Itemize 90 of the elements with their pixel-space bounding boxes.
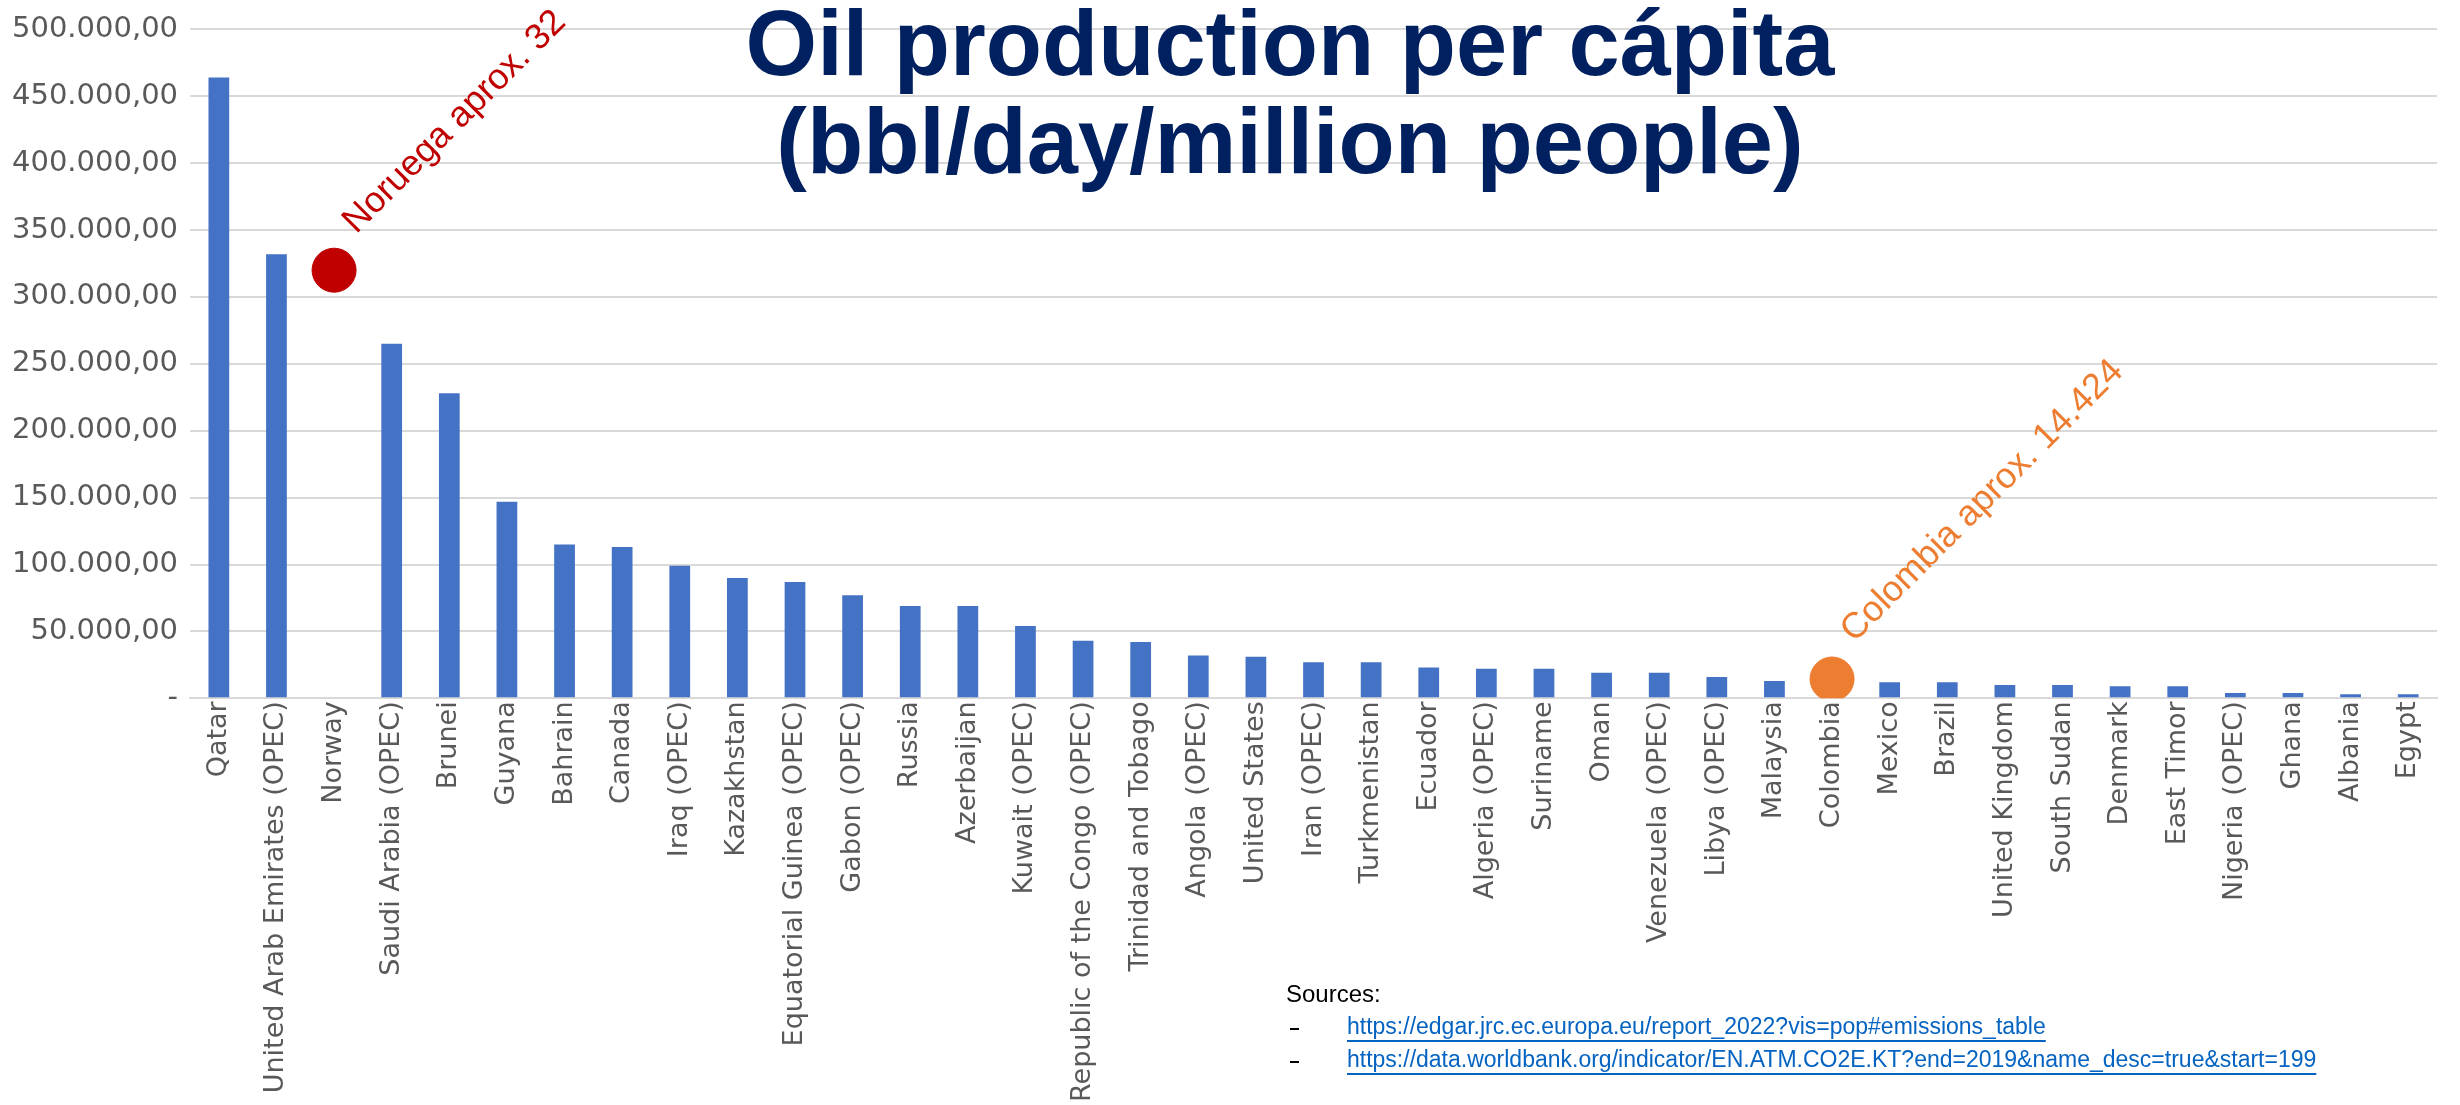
x-tick-label: Malaysia <box>1756 701 1788 820</box>
bar <box>1706 676 1728 698</box>
bar <box>1360 662 1382 698</box>
bar <box>2340 694 2361 698</box>
y-tick-label: 450.000,00 <box>12 76 179 111</box>
bar <box>1936 682 1958 698</box>
x-tick-label: Suriname <box>1525 701 1557 831</box>
y-tick-label: 300.000,00 <box>12 277 179 312</box>
x-tick-label: Brazil <box>1929 701 1961 777</box>
x-tick-label: Guyana <box>488 701 520 806</box>
bar <box>1072 640 1094 698</box>
x-tick-label: Norway <box>316 701 348 804</box>
x-tick-label: United States <box>1237 701 1269 885</box>
bar <box>1245 656 1267 698</box>
text: https://data.worldbank.org/indicator/EN.ATM.CO2E.KT?end=2019&name_desc=true&start=199 <box>1347 1046 2317 1073</box>
x-tick-label: East Timor <box>2159 700 2191 846</box>
y-tick-label: 400.000,00 <box>12 143 179 178</box>
x-tick-label: Egypt <box>2390 701 2422 780</box>
bar <box>2397 694 2419 698</box>
text: https://edgar.jrc.ec.europa.eu/report_2022?vis=pop#emissions_table <box>1347 1013 2046 1040</box>
x-tick-label: Ecuador <box>1410 700 1442 812</box>
bar <box>208 77 230 698</box>
bar <box>1764 680 1785 698</box>
x-tick-label: Libya (OPEC) <box>1698 701 1730 877</box>
bar <box>1994 684 2016 698</box>
x-tick-label: Saudi Arabia (OPEC) <box>373 701 405 976</box>
bar <box>1879 682 1901 698</box>
bar <box>842 595 863 698</box>
bar <box>1475 668 1497 698</box>
x-tick-label: Albania <box>2332 701 2364 803</box>
bar <box>611 547 633 698</box>
x-tick-label: Angola (OPEC) <box>1180 701 1212 898</box>
x-tick-label: Iran (OPEC) <box>1295 701 1327 858</box>
bar <box>2167 686 2189 698</box>
bar <box>727 577 748 698</box>
x-tick-label: Venezuela (OPEC) <box>1641 701 1673 944</box>
x-tick-label: Kuwait (OPEC) <box>1007 701 1039 895</box>
x-tick-label: Turkmenistan <box>1353 701 1385 885</box>
x-tick-label: Trinidad and Tobago <box>1122 701 1154 973</box>
bar <box>899 605 921 698</box>
bar <box>669 565 691 698</box>
bar <box>2052 684 2073 698</box>
x-tick-label: Bahrain <box>546 701 578 806</box>
x-tick-label: United Arab Emirates (OPEC) <box>258 701 290 1094</box>
y-tick-label: 350.000,00 <box>12 210 179 245</box>
bar <box>1303 662 1324 698</box>
x-tick-label: Canada <box>604 701 636 805</box>
y-tick-label: 200.000,00 <box>12 411 179 446</box>
x-tick-label: Gabon (OPEC) <box>834 701 866 893</box>
x-tick-label: Denmark <box>2102 700 2134 826</box>
bar <box>1418 667 1440 698</box>
bar <box>784 581 806 698</box>
x-tick-label: United Kingdom <box>1986 701 2018 918</box>
bar <box>554 544 575 698</box>
bar <box>957 605 979 698</box>
y-tick-label: - <box>167 678 179 713</box>
x-tick-label: Azerbaijan <box>949 701 981 844</box>
x-tick-label: Oman <box>1583 701 1615 783</box>
source-note: Sources: <box>1286 979 1381 1007</box>
x-tick-label: South Sudan <box>2044 701 2076 874</box>
bar <box>1648 672 1670 698</box>
bar <box>2224 692 2246 698</box>
x-tick-label: Republic of the Congo (OPEC) <box>1065 701 1097 1102</box>
bar <box>1591 672 1612 698</box>
x-tick-label: Kazakhstan <box>719 701 751 857</box>
x-tick-label: Qatar <box>200 700 232 778</box>
x-tick-label: Iraq (OPEC) <box>661 701 693 858</box>
x-tick-label: Russia <box>892 701 924 789</box>
y-tick-label: 250.000,00 <box>12 344 179 379</box>
x-tick-label: Equatorial Guinea (OPEC) <box>777 701 809 1047</box>
chart-title: Oil production per cápita (bbl/day/million people) <box>745 0 1836 193</box>
y-tick-label: 100.000,00 <box>12 545 179 580</box>
x-tick-label: Nigeria (OPEC) <box>2217 701 2249 901</box>
bar <box>2109 686 2131 698</box>
y-tick-label: 50.000,00 <box>30 611 179 646</box>
x-tick-label: Ghana <box>2274 701 2306 790</box>
bar <box>1533 668 1555 698</box>
bar <box>438 393 460 698</box>
bar <box>496 501 518 698</box>
x-tick-label: Colombia <box>1814 701 1846 829</box>
bar <box>266 254 287 698</box>
bar <box>1130 642 1152 698</box>
x-tick-label: Algeria (OPEC) <box>1468 701 1500 900</box>
x-tick-label: Brunei <box>431 701 463 790</box>
bar <box>1187 655 1209 698</box>
x-tick-label: Mexico <box>1871 701 1903 796</box>
y-tick-label: 150.000,00 <box>12 478 179 513</box>
y-tick-label: 500.000,00 <box>12 9 179 44</box>
bar <box>381 343 403 698</box>
bar <box>1015 626 1036 698</box>
